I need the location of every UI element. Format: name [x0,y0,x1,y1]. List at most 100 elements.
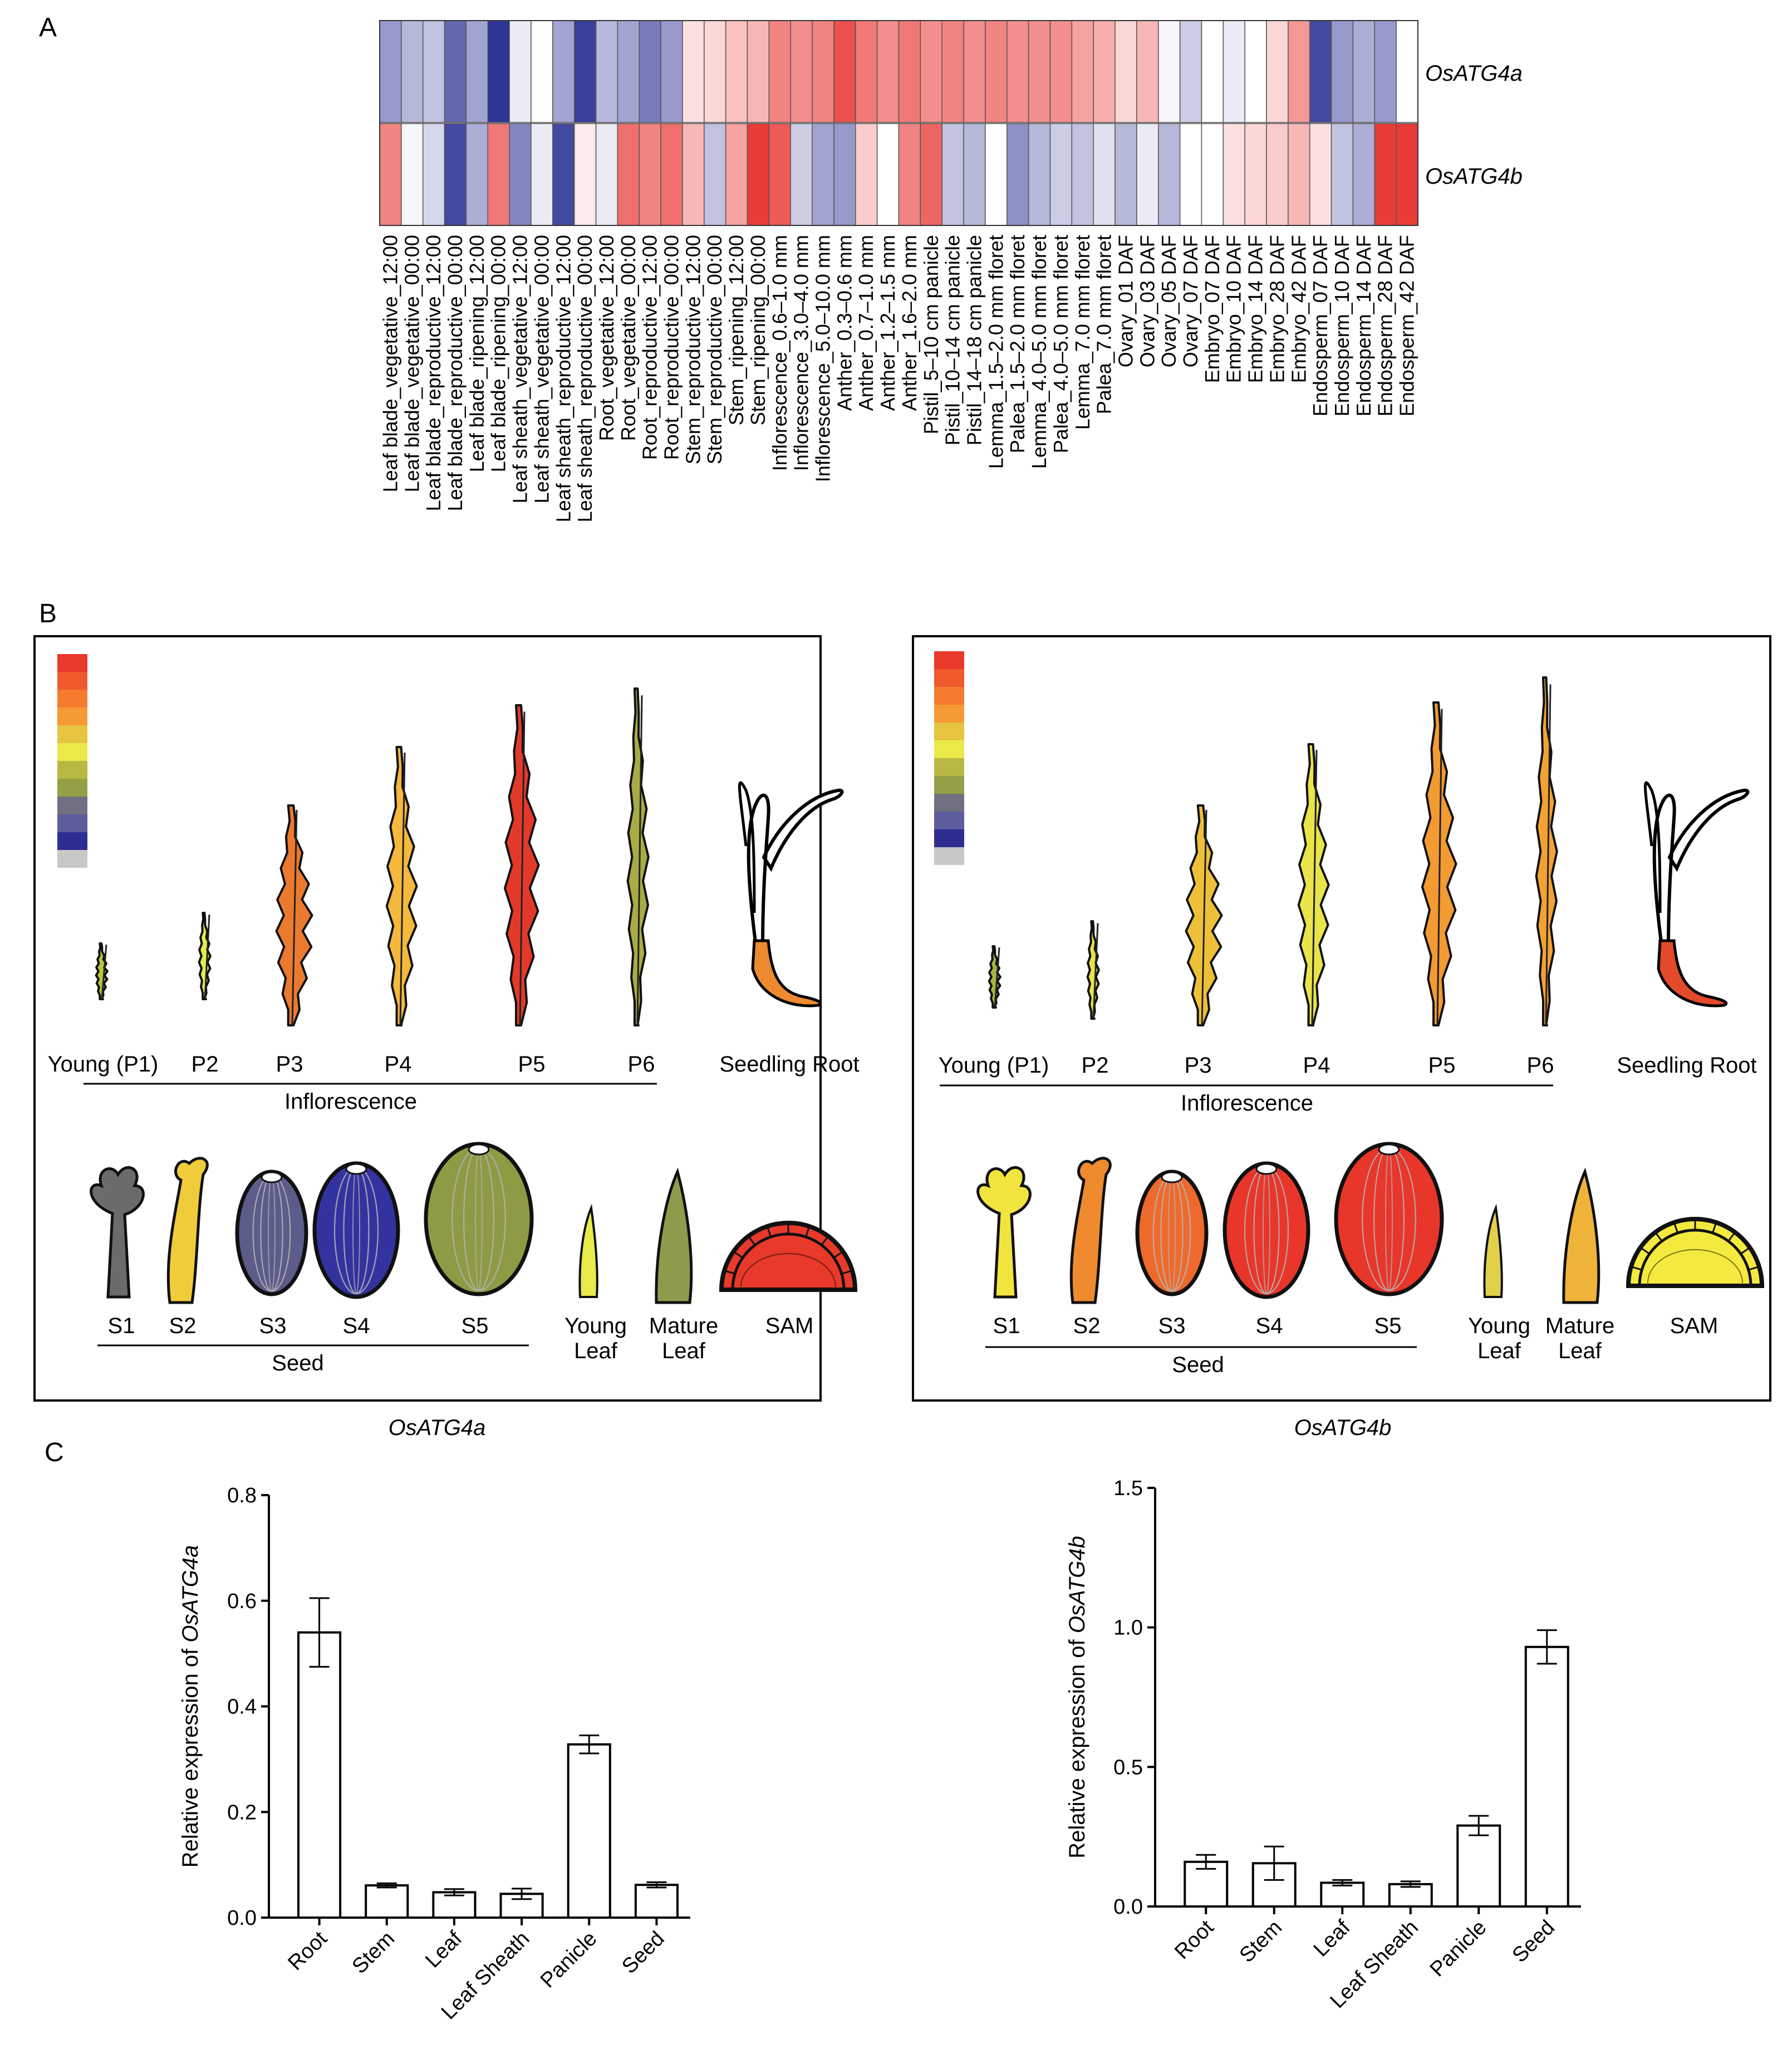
heatmap-cell [704,123,726,226]
color-scale-swatch [934,829,964,847]
heatmap-column-label: Embryo_14 DAF [1244,235,1267,383]
sam-cell [766,1226,772,1237]
leaf-label: Young [1468,1314,1530,1338]
panicle-stem [994,947,1000,1008]
seed-embryo [1378,1143,1400,1156]
young-leaf [1483,1203,1503,1298]
heatmap-cell [1396,20,1418,123]
heatmap-cell [1028,20,1051,123]
seed-s3 [1135,1169,1209,1296]
panicle-6 [1535,676,1558,1026]
sam-cell [821,1235,829,1246]
y-tick-label: 0.4 [227,1696,257,1719]
x-tick-label: Panicle [1426,1916,1491,1982]
panicle-label: P4 [385,1052,412,1077]
panicle-labels-osatg4a: Young (P1) P2 P3 P4 P5 P6 [48,1052,655,1077]
heatmap-cell [985,20,1008,123]
heatmap-cell [401,20,424,123]
heatmap-cell [1158,123,1181,226]
panel-label-c: C [45,1438,64,1467]
heatmap-column-label: Palea_7.0 mm floret [1093,235,1116,414]
panicle-stem [101,944,107,1000]
heatmap-cell [639,123,661,226]
heatmap-cell [617,20,640,123]
bar-root [297,1631,342,1919]
sam-cell [1727,1231,1736,1242]
heatmap-cell [1179,20,1202,123]
color-scale-swatch [934,687,964,705]
leaf-label: Mature [1545,1314,1615,1338]
heatmap-cell [379,20,402,123]
bar-leaf-sheath [1388,1883,1433,1908]
color-scale-swatch [57,814,87,832]
panicle-stem [204,915,210,1000]
y-axis-label: Relative expression of OsATG4a [178,1545,203,1868]
heatmap-column-label: Pistil_5–10 cm panicle [920,235,942,434]
seed-stage-label: S1 [108,1314,135,1338]
heatmap-cell [747,20,770,123]
sam-cell [1673,1222,1678,1234]
leaves-osatg4a [578,1167,693,1304]
heatmap-cell [1201,123,1224,226]
color-scale-osatg4b [934,651,964,865]
y-tick-label: 1.5 [1113,1477,1143,1500]
panicle-1 [988,945,1001,1009]
heatmap-cell [444,123,467,226]
heatmap-column-label: Ovary_05 DAF [1157,235,1180,367]
color-scale-swatch [934,847,964,865]
color-scale-swatch [57,761,87,779]
color-scale-swatch [57,743,87,761]
leaf-label: Leaf [1558,1339,1602,1363]
seeds-osatg4a [90,1142,534,1304]
heatmap-column-label: Stem_ripening_12:00 [725,235,748,425]
heatmap-cell [898,123,921,226]
leaf-label: Leaf [574,1339,618,1363]
seed-label: Seed [1172,1353,1224,1377]
seedling-root [751,939,822,1008]
seedling-shoot-inner [1643,781,1662,913]
sam-label: SAM [1670,1314,1719,1338]
heatmap-cell [1115,20,1137,123]
panicle-6 [626,687,650,1026]
heatmap-column-label: Endosperm_42 DAF [1396,235,1418,416]
heatmap-cell [401,123,424,226]
panicle-label: P6 [628,1052,655,1077]
panicle-stem [1545,684,1552,1026]
heatmap-column-label: Leaf blade_ripening_12:00 [465,235,488,472]
heatmap-cell [422,123,445,226]
seed-s4 [312,1161,400,1299]
sam-label: SAM [765,1314,814,1338]
heatmap-cell [812,20,834,123]
heatmap-cell [725,20,748,123]
seed-stage-label: S1 [993,1314,1020,1338]
heatmap-cell [660,20,683,123]
heatmap-row-label-osatg4a: OsATG4a [1425,61,1523,86]
heatmap-column-label: Anther_1.2–1.5 mm [876,235,899,411]
heatmap-column-label: Anther_0.3–0.6 mm [833,235,856,411]
bar-panicle [1456,1824,1501,1908]
seed-stage-label: S3 [259,1314,287,1338]
seed-s5 [1334,1142,1444,1296]
heatmap-cell [595,20,618,123]
heatmap-cell [1093,123,1116,226]
heatmap-cell [1396,123,1418,226]
seed-s2 [166,1157,209,1304]
heatmap-cell [833,123,856,226]
heatmap-column-label: Endosperm_10 DAF [1331,235,1353,416]
seed-s4 [1223,1161,1310,1299]
heatmap-cell [920,123,942,226]
heatmap-cell [1374,20,1397,123]
heatmap-cell [1223,123,1245,226]
color-scale-swatch [57,707,87,725]
heatmap-column-label: Embryo_28 DAF [1265,235,1288,383]
panicle-stem [1201,809,1207,1026]
heatmap-cell [573,20,597,123]
sam-cell [733,1250,743,1259]
seed-s1 [976,1166,1032,1299]
seeds-osatg4b [976,1142,1444,1304]
heatmap-cell [704,20,726,123]
sam-dome [719,1221,858,1292]
seed-labels-osatg4a: S1 S2 S3 S4 S5 [108,1314,489,1338]
